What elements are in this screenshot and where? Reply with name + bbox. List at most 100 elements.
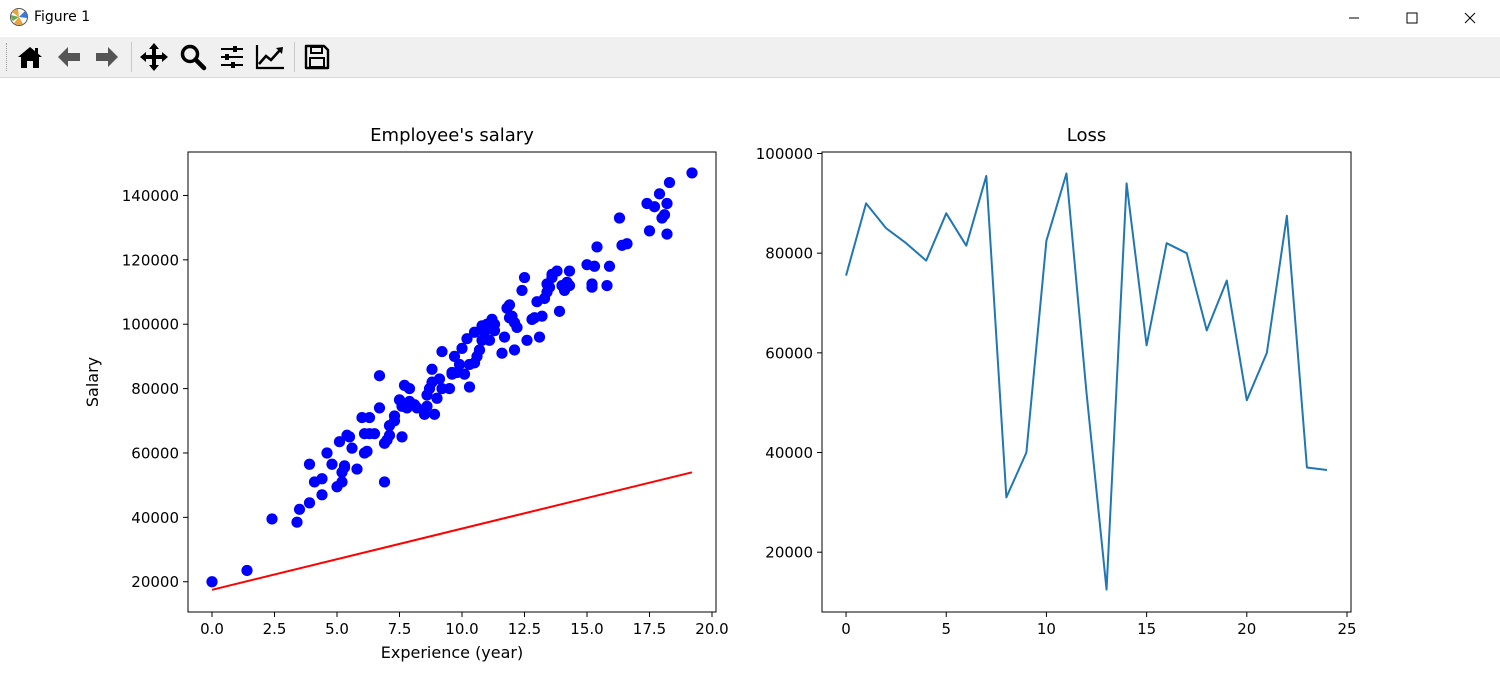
data-point: [521, 334, 533, 346]
data-point: [563, 265, 576, 277]
loss-line: [845, 172, 1328, 591]
data-point: [431, 392, 443, 404]
x-tick-label: 12.5: [508, 620, 541, 638]
data-point: [586, 281, 598, 293]
data-point: [428, 408, 441, 420]
x-tick-label: 15.0: [570, 620, 603, 638]
data-point: [396, 431, 408, 443]
data-point: [533, 331, 546, 343]
salary-axes-frame: [187, 151, 717, 613]
data-point: [516, 284, 528, 297]
y-tick-label: 80000: [765, 245, 813, 263]
data-point: [453, 358, 466, 371]
data-point: [241, 564, 253, 577]
data-point: [536, 310, 548, 322]
data-point: [508, 344, 521, 356]
data-point: [603, 260, 616, 272]
data-point: [661, 197, 673, 210]
data-point: [303, 497, 316, 509]
data-point: [448, 350, 461, 363]
data-point: [456, 342, 468, 354]
y-tick-label: 60000: [765, 344, 813, 362]
data-point: [553, 305, 566, 317]
data-point: [658, 209, 671, 221]
data-point: [411, 402, 423, 414]
salary-plot-area: [206, 167, 698, 591]
maximize-button[interactable]: [1383, 0, 1441, 36]
x-tick-label: 5: [941, 620, 951, 638]
data-point: [483, 334, 496, 346]
data-point: [368, 428, 381, 440]
data-point: [468, 326, 481, 338]
toolbar-separator: [131, 42, 132, 72]
toolbar-separator: [294, 42, 295, 72]
data-point: [661, 228, 673, 240]
data-point: [601, 279, 613, 292]
data-point: [343, 431, 356, 443]
zoom-icon: [180, 44, 207, 71]
data-point: [643, 225, 656, 237]
data-point: [591, 241, 603, 253]
zoom-button[interactable]: [177, 41, 209, 73]
x-tick-label: 10.0: [445, 620, 478, 638]
data-point: [458, 368, 471, 380]
subplots-button[interactable]: [216, 41, 248, 73]
back-button[interactable]: [53, 41, 85, 73]
pan-icon: [140, 43, 168, 71]
minimize-button[interactable]: [1325, 0, 1383, 36]
data-point: [378, 476, 391, 488]
data-point: [511, 321, 523, 334]
data-point: [373, 370, 386, 382]
data-point: [361, 445, 373, 457]
window-title: Figure 1: [34, 9, 91, 25]
data-point: [496, 347, 508, 359]
x-tick-label: 10: [1037, 620, 1056, 638]
salary-x-axis-label: Experience (year): [381, 643, 524, 662]
data-point: [488, 318, 501, 330]
data-point: [563, 279, 576, 292]
data-point: [551, 265, 563, 277]
data-point: [336, 476, 348, 488]
y-tick-label: 40000: [765, 444, 813, 462]
data-point: [588, 260, 601, 272]
x-tick-label: 0: [841, 620, 851, 638]
close-button[interactable]: [1441, 0, 1499, 36]
y-tick-label: 80000: [131, 380, 179, 398]
matplotlib-icon: [10, 8, 28, 26]
data-point: [333, 436, 346, 448]
data-point: [346, 442, 358, 454]
data-point: [461, 333, 473, 345]
y-tick-label: 100000: [122, 316, 179, 334]
forward-button[interactable]: [91, 41, 123, 73]
data-point: [518, 271, 531, 284]
y-tick-label: 40000: [131, 509, 179, 527]
data-point: [388, 410, 401, 422]
save-button[interactable]: [301, 41, 333, 73]
home-button[interactable]: [14, 41, 46, 73]
minimize-icon: [1349, 17, 1359, 19]
data-point: [383, 429, 396, 441]
x-tick-label: 7.5: [388, 620, 412, 638]
salary-chart-title: Employee's salary: [370, 125, 534, 146]
data-point: [613, 212, 626, 224]
pan-button[interactable]: [138, 41, 170, 73]
salary-y-axis-label: Salary: [83, 357, 102, 407]
save-icon: [304, 44, 330, 70]
maximize-icon: [1406, 12, 1418, 24]
x-tick-label: 5.0: [325, 620, 349, 638]
y-tick-label: 100000: [756, 145, 813, 163]
figure-svg[interactable]: 0.0 2.5 5.0 7.5 10.0 12.5 15.0 17.5 20.0 20000 400…: [0, 78, 1500, 682]
y-tick-label: 140000: [122, 187, 179, 205]
figure-canvas[interactable]: 0.0 2.5 5.0 7.5 10.0 12.5 15.0 17.5 20.0 20000 400…: [0, 78, 1500, 682]
edit-axis-button[interactable]: [254, 41, 286, 73]
data-point: [316, 473, 328, 485]
edit-axis-icon: [255, 45, 284, 70]
home-icon: [18, 47, 42, 68]
regression-line: [211, 471, 693, 591]
x-tick-label: 17.5: [633, 620, 666, 638]
loss-plot-area: [845, 172, 1328, 591]
x-tick-label: 0.0: [200, 620, 224, 638]
data-point: [648, 201, 661, 213]
data-point: [338, 460, 351, 472]
data-point: [373, 402, 386, 414]
